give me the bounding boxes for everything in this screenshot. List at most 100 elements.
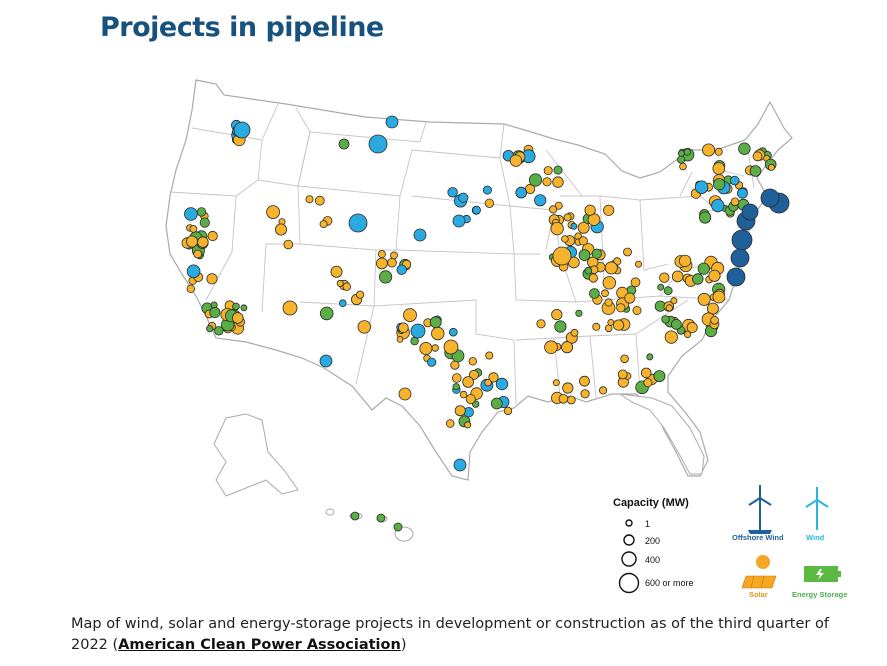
storage-project-marker: [528, 173, 543, 187]
storage-project-marker: [490, 397, 503, 410]
solar-project-marker: [185, 235, 198, 248]
storage-project-marker: [232, 302, 240, 311]
us-outline: [165, 79, 793, 481]
solar-project-marker: [551, 308, 563, 321]
solar-project-marker: [617, 369, 628, 380]
solar-project-marker: [683, 330, 692, 338]
solar-project-marker: [552, 246, 572, 266]
solar-project-marker: [671, 270, 684, 283]
solar-project-marker: [193, 249, 203, 259]
solar-project-marker: [468, 357, 477, 366]
battery-icon: [804, 566, 841, 582]
solar-project-marker: [659, 272, 670, 283]
wind-project-marker: [396, 264, 407, 275]
solar-project-marker: [566, 395, 576, 405]
solar-project-marker: [189, 224, 198, 233]
legend-type-solar: Solar: [749, 590, 768, 599]
solar-project-marker: [640, 367, 652, 379]
solar-project-marker: [283, 239, 294, 250]
storage-project-marker: [393, 522, 403, 532]
solar-project-marker: [342, 282, 351, 291]
solar-project-marker: [708, 269, 721, 282]
solar-project-marker: [604, 298, 613, 307]
solar-project-marker: [485, 351, 494, 360]
solar-project-marker: [604, 324, 613, 333]
solar-project-marker: [536, 319, 546, 329]
solar-project-marker: [598, 386, 608, 395]
wind-project-marker: [233, 121, 251, 139]
wind-turbine-icon: [805, 487, 829, 530]
legend-size-circles: [618, 519, 640, 594]
solar-project-marker: [612, 319, 625, 331]
solar-project-marker: [670, 297, 678, 305]
page-title: Projects in pipeline: [100, 12, 384, 43]
storage-project-marker: [196, 207, 207, 217]
solar-project-marker: [464, 421, 472, 429]
source-link[interactable]: American Clean Power Association: [118, 637, 401, 653]
storage-project-marker: [429, 316, 442, 329]
storage-project-marker: [698, 211, 712, 224]
caption-end: ): [400, 637, 407, 653]
storage-project-marker: [319, 306, 334, 321]
legend-type-wind: Wind: [806, 533, 825, 542]
storage-project-marker: [554, 320, 567, 333]
solar-project-marker: [375, 257, 388, 270]
solar-project-marker: [570, 328, 579, 337]
storage-project-marker: [214, 326, 224, 336]
wind-project-marker: [570, 222, 578, 230]
legend-type-offshore-wind: Offshore Wind: [732, 533, 784, 542]
solar-project-marker: [632, 305, 642, 315]
wind-project-marker: [348, 213, 368, 233]
solar-project-marker: [186, 284, 195, 293]
solar-project-marker: [503, 406, 513, 416]
solar-project-marker: [451, 373, 462, 383]
solar-project-marker: [679, 162, 687, 171]
solar-project-marker: [377, 250, 386, 259]
storage-project-marker: [240, 304, 248, 312]
wind-project-marker: [453, 458, 467, 472]
solar-project-marker: [459, 390, 468, 399]
storage-project-marker: [553, 165, 563, 175]
solar-project-marker: [336, 279, 344, 287]
solar-project-marker: [552, 176, 564, 188]
storage-project-marker: [683, 148, 691, 156]
wind-project-marker: [368, 134, 388, 154]
storage-project-marker: [199, 217, 210, 228]
storage-project-marker: [206, 325, 214, 333]
storage-project-marker: [410, 336, 419, 346]
solar-project-marker: [232, 312, 244, 324]
solar-project-marker: [665, 304, 673, 312]
solar-project-marker: [768, 163, 776, 171]
solar-project-marker: [561, 341, 574, 354]
solar-project-marker: [620, 354, 629, 364]
storage-project-marker: [209, 306, 221, 318]
solar-project-marker: [702, 143, 716, 157]
solar-project-marker: [603, 204, 615, 216]
solar-project-marker: [664, 330, 678, 344]
storage-project-marker: [646, 353, 654, 361]
solar-project-marker: [488, 372, 499, 383]
alaska: [213, 413, 299, 497]
solar-project-marker: [396, 335, 404, 343]
solar-panel-icon: [741, 555, 777, 589]
solar-project-marker: [604, 261, 618, 275]
storage-project-marker: [738, 142, 751, 155]
wind-project-marker: [711, 199, 725, 213]
wind-project-marker: [458, 192, 469, 203]
solar-project-marker: [752, 151, 763, 162]
solar-project-marker: [584, 204, 596, 216]
solar-project-marker: [387, 257, 397, 268]
solar-project-marker: [542, 177, 552, 187]
wind-project-marker: [184, 207, 198, 221]
solar-project-marker: [543, 166, 553, 176]
solar-project-marker: [197, 236, 209, 248]
solar-project-marker: [465, 394, 476, 405]
solar-project-marker: [207, 230, 218, 242]
solar-project-marker: [616, 303, 626, 313]
storage-project-marker: [692, 273, 704, 285]
wind-project-marker: [319, 354, 333, 368]
solar-project-marker: [561, 235, 569, 243]
storage-project-marker: [676, 155, 686, 164]
solar-project-marker: [624, 292, 636, 304]
solar-project-marker: [206, 273, 218, 285]
